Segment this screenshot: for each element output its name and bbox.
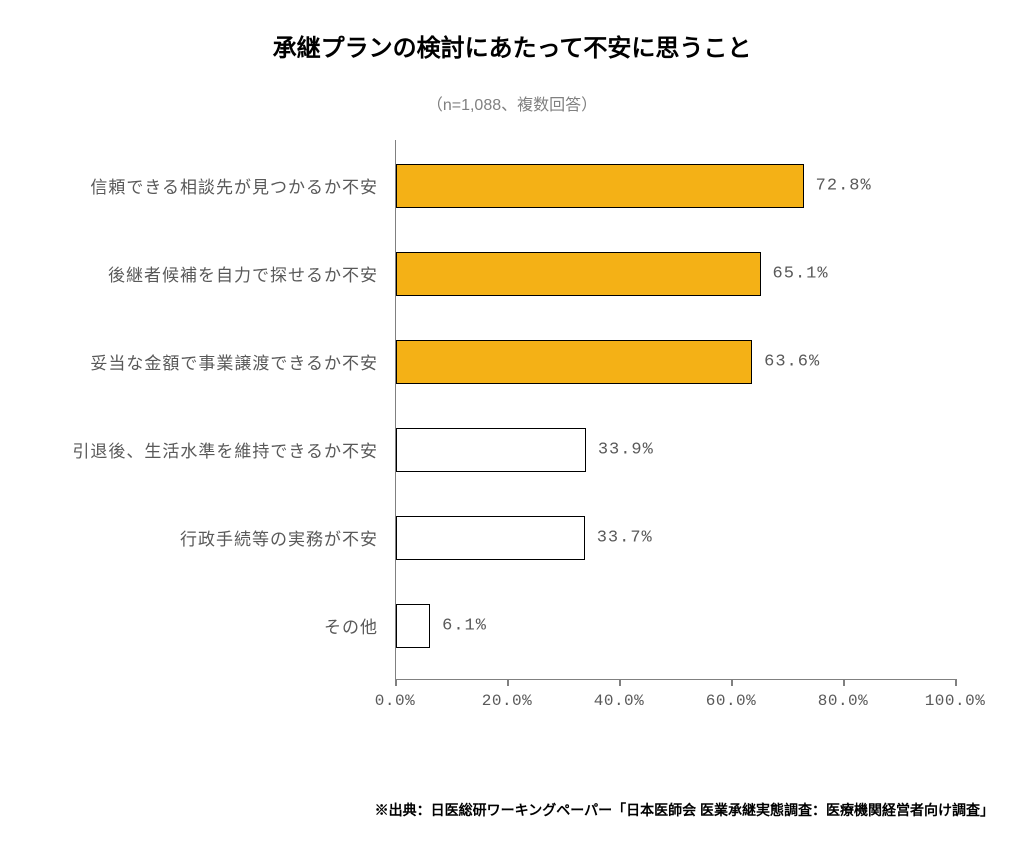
bar-value: 63.6% (752, 353, 820, 372)
x-tick-label: 0.0% (375, 692, 415, 710)
bar-value: 72.8% (804, 177, 872, 196)
bar-label: 後継者候補を自力で探せるか不安 (108, 261, 396, 287)
x-tick (843, 679, 845, 686)
bar-label: 信頼できる相談先が見つかるか不安 (90, 173, 396, 199)
plot-area: 信頼できる相談先が見つかるか不安72.8%後継者候補を自力で探せるか不安65.1… (395, 140, 955, 680)
x-tick (395, 679, 397, 686)
bar-value: 65.1% (761, 265, 829, 284)
x-tick-label: 80.0% (818, 692, 869, 710)
x-tick (619, 679, 621, 686)
bar (396, 164, 804, 208)
chart-area: 信頼できる相談先が見つかるか不安72.8%後継者候補を自力で探せるか不安65.1… (395, 140, 955, 720)
bar (396, 428, 586, 472)
chart-title: 承継プランの検討にあたって不安に思うこと (0, 0, 1024, 63)
bar-value: 33.9% (586, 441, 654, 460)
bar (396, 604, 430, 648)
bar-label: 妥当な金額で事業譲渡できるか不安 (90, 349, 396, 375)
x-tick-label: 40.0% (594, 692, 645, 710)
x-tick (507, 679, 509, 686)
bar-label: 行政手続等の実務が不安 (180, 525, 396, 551)
bar-label: その他 (324, 613, 396, 639)
x-tick (955, 679, 957, 686)
bar-value: 6.1% (430, 617, 487, 636)
bar (396, 340, 752, 384)
bar-label: 引退後、生活水準を維持できるか不安 (72, 437, 396, 463)
bar (396, 252, 761, 296)
x-tick-label: 20.0% (482, 692, 533, 710)
chart-subtitle: （n=1,088、複数回答） (0, 63, 1024, 115)
x-tick-label: 100.0% (925, 692, 986, 710)
bar (396, 516, 585, 560)
x-tick (731, 679, 733, 686)
bar-value: 33.7% (585, 529, 653, 548)
source-note: ※出典：日医総研ワーキングペーパー「日本医師会 医業承継実態調査：医療機関経営者… (375, 800, 994, 820)
x-tick-label: 60.0% (706, 692, 757, 710)
